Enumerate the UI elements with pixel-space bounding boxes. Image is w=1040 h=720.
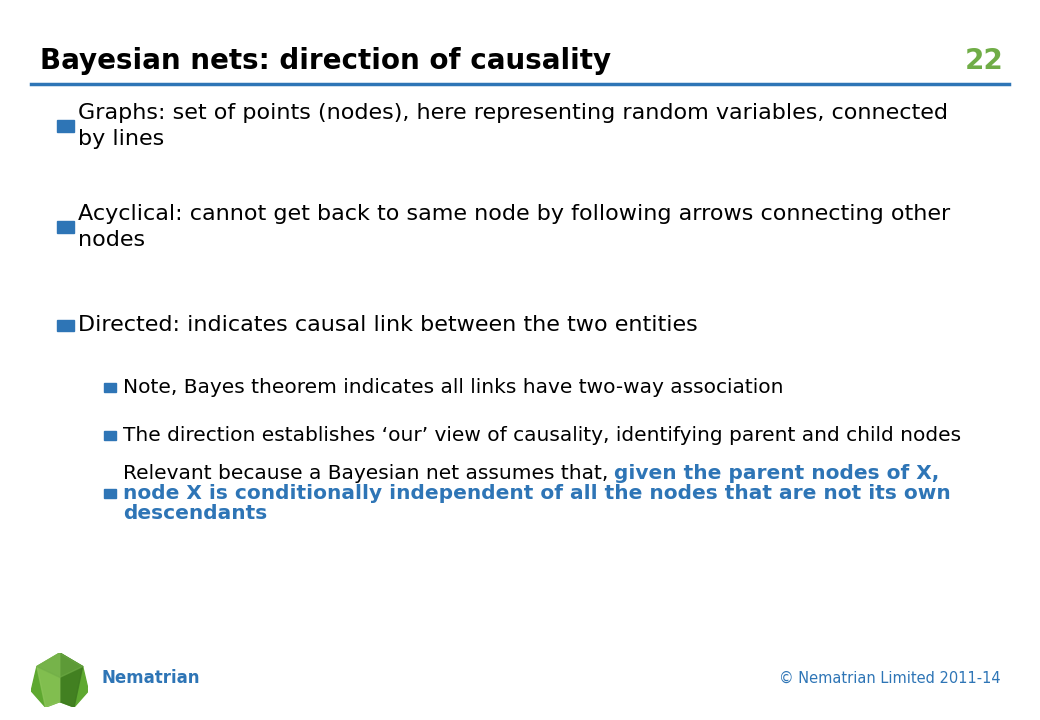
FancyBboxPatch shape [104,383,116,392]
FancyBboxPatch shape [104,431,116,440]
Text: 22: 22 [965,47,1004,75]
FancyBboxPatch shape [57,320,74,331]
Text: node X is conditionally independent of all the nodes that are not its own: node X is conditionally independent of a… [123,484,951,503]
Text: © Nematrian Limited 2011-14: © Nematrian Limited 2011-14 [779,671,1000,685]
Polygon shape [37,653,60,707]
Text: Directed: indicates causal link between the two entities: Directed: indicates causal link between … [78,315,698,336]
Polygon shape [31,653,88,707]
Text: Bayesian nets: direction of causality: Bayesian nets: direction of causality [40,47,610,75]
Text: given the parent nodes of X,: given the parent nodes of X, [615,464,940,482]
FancyBboxPatch shape [104,489,116,498]
Text: Graphs: set of points (nodes), here representing random variables, connected
by : Graphs: set of points (nodes), here repr… [78,103,948,149]
Text: Nematrian: Nematrian [102,670,201,687]
Text: descendants: descendants [123,504,267,523]
Polygon shape [37,653,83,678]
FancyBboxPatch shape [57,221,74,233]
Polygon shape [60,653,83,707]
Text: Note, Bayes theorem indicates all links have two-way association: Note, Bayes theorem indicates all links … [123,378,783,397]
Text: The direction establishes ‘our’ view of causality, identifying parent and child : The direction establishes ‘our’ view of … [123,426,961,445]
FancyBboxPatch shape [57,120,74,132]
Text: Acyclical: cannot get back to same node by following arrows connecting other
nod: Acyclical: cannot get back to same node … [78,204,951,250]
Text: Relevant because a Bayesian net assumes that,: Relevant because a Bayesian net assumes … [123,464,615,482]
